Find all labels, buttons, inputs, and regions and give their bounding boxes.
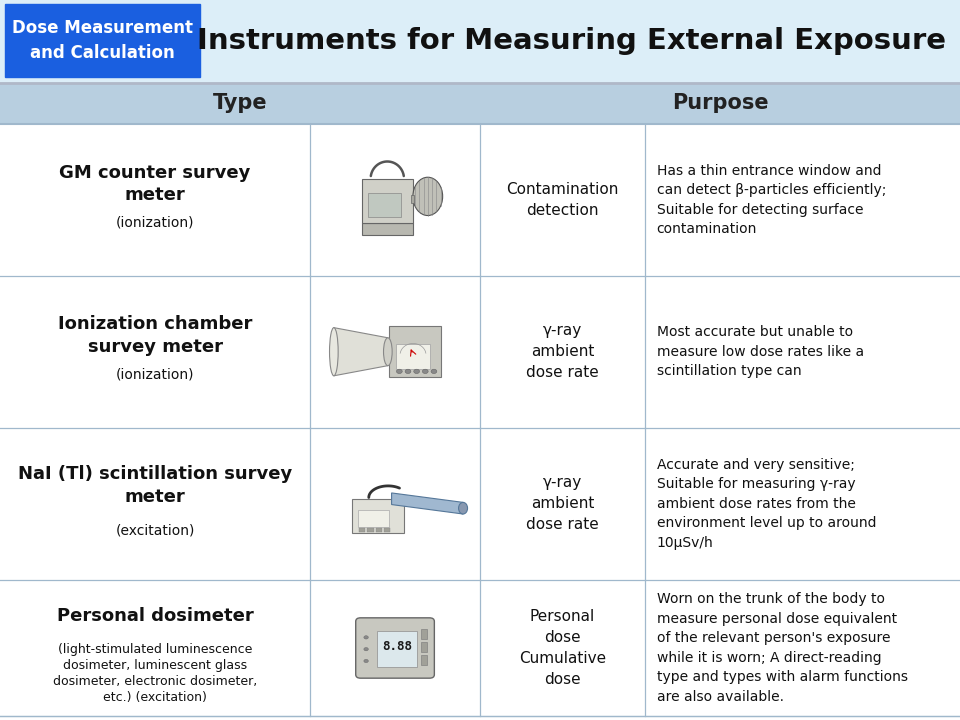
Text: Dose Measurement
and Calculation: Dose Measurement and Calculation xyxy=(12,19,193,62)
Bar xyxy=(368,528,373,532)
Text: Accurate and very sensitive;
Suitable for measuring γ-ray
ambient dose rates fro: Accurate and very sensitive; Suitable fo… xyxy=(657,458,876,549)
Text: GM counter survey
meter: GM counter survey meter xyxy=(60,163,251,204)
Text: Instruments for Measuring External Exposure: Instruments for Measuring External Expos… xyxy=(197,27,946,55)
Text: Purpose: Purpose xyxy=(672,94,768,113)
Bar xyxy=(420,642,427,652)
Bar xyxy=(384,528,390,532)
Ellipse shape xyxy=(459,503,468,514)
Text: γ-ray
ambient
dose rate: γ-ray ambient dose rate xyxy=(526,323,599,380)
Circle shape xyxy=(422,369,428,374)
Text: Type: Type xyxy=(213,94,267,113)
Bar xyxy=(0,124,960,276)
Text: (light-stimulated luminescence
dosimeter, luminescent glass
dosimeter, electroni: (light-stimulated luminescence dosimeter… xyxy=(53,643,257,703)
Circle shape xyxy=(364,660,369,662)
Bar xyxy=(0,428,960,580)
Bar xyxy=(0,83,960,124)
Bar xyxy=(362,179,413,223)
Bar xyxy=(375,528,382,532)
Text: Personal
dose
Cumulative
dose: Personal dose Cumulative dose xyxy=(519,609,606,687)
Ellipse shape xyxy=(413,177,443,215)
Circle shape xyxy=(364,636,369,639)
Text: (excitation): (excitation) xyxy=(115,524,195,538)
Bar xyxy=(0,580,960,716)
Circle shape xyxy=(414,369,420,374)
Bar xyxy=(411,195,414,203)
Text: (ionization): (ionization) xyxy=(116,216,194,230)
Bar xyxy=(358,510,389,527)
Bar xyxy=(396,344,430,369)
Bar xyxy=(377,631,418,667)
Bar xyxy=(0,0,960,83)
Polygon shape xyxy=(392,493,463,514)
Text: Most accurate but unable to
measure low dose rates like a
scintillation type can: Most accurate but unable to measure low … xyxy=(657,325,864,378)
Bar xyxy=(420,655,427,665)
Bar xyxy=(390,326,441,377)
Text: Has a thin entrance window and
can detect β-particles efficiently;
Suitable for : Has a thin entrance window and can detec… xyxy=(657,163,886,236)
Circle shape xyxy=(405,369,411,374)
Bar xyxy=(0,276,960,428)
Bar xyxy=(359,528,366,532)
FancyBboxPatch shape xyxy=(356,618,434,678)
Text: Personal dosimeter: Personal dosimeter xyxy=(57,606,253,624)
Circle shape xyxy=(396,369,402,374)
Bar xyxy=(352,500,404,533)
Circle shape xyxy=(431,369,437,374)
Text: 8.88: 8.88 xyxy=(382,640,412,653)
Bar xyxy=(5,4,200,77)
Text: Worn on the trunk of the body to
measure personal dose equivalent
of the relevan: Worn on the trunk of the body to measure… xyxy=(657,593,907,703)
Ellipse shape xyxy=(383,338,392,366)
Polygon shape xyxy=(334,328,388,376)
Text: (ionization): (ionization) xyxy=(116,368,194,382)
Bar xyxy=(420,629,427,639)
Text: γ-ray
ambient
dose rate: γ-ray ambient dose rate xyxy=(526,475,599,532)
Text: Contamination
detection: Contamination detection xyxy=(506,182,619,218)
Text: NaI (Tl) scintillation survey
meter: NaI (Tl) scintillation survey meter xyxy=(18,465,292,506)
Bar xyxy=(369,193,401,217)
Circle shape xyxy=(364,647,369,651)
Bar xyxy=(362,223,413,235)
Text: Ionization chamber
survey meter: Ionization chamber survey meter xyxy=(58,315,252,356)
Ellipse shape xyxy=(329,328,338,376)
